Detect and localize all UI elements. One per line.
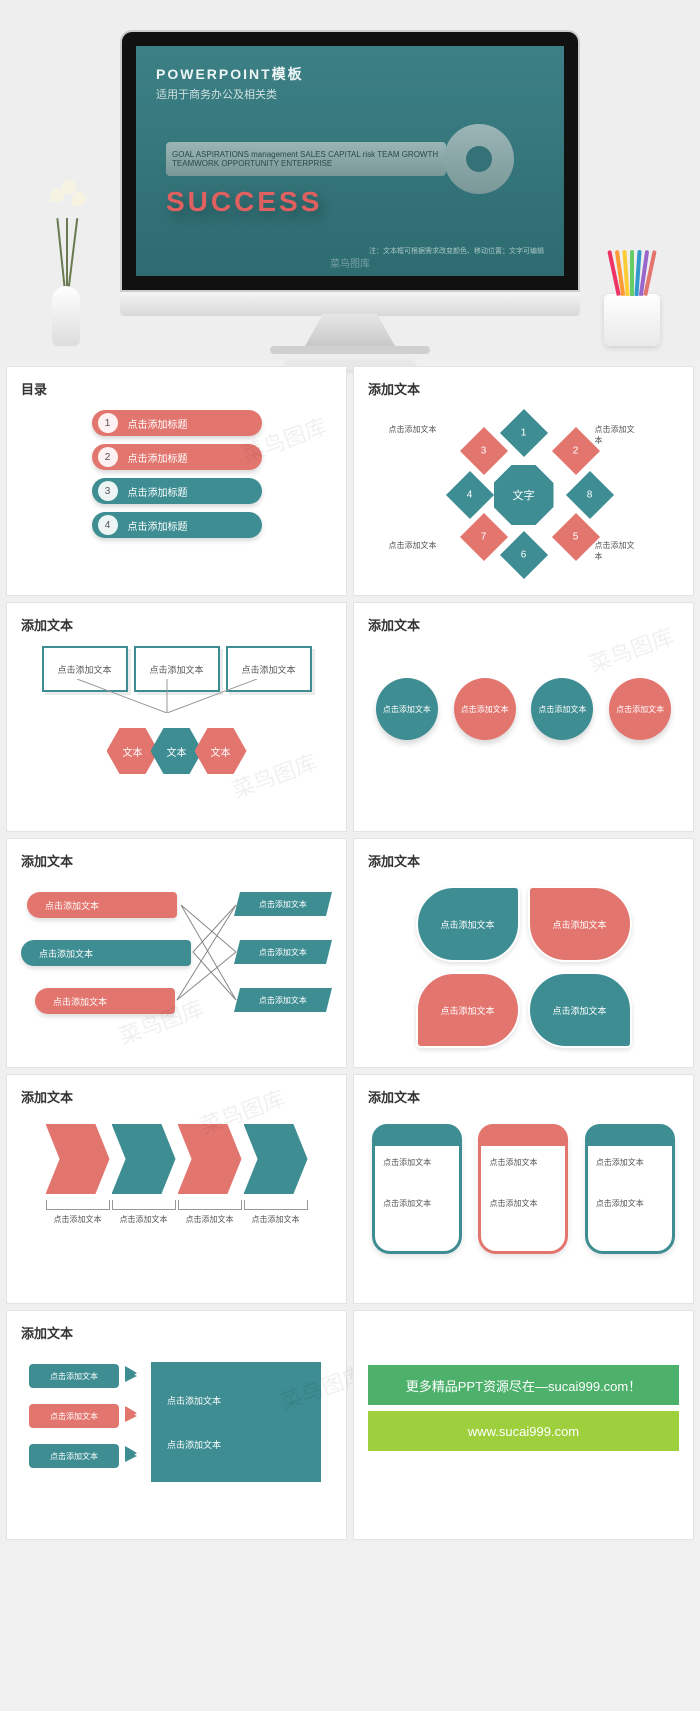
octagon-label: 点击添加文本 — [595, 540, 639, 562]
slide-boxes-hex: 添加文本 点击添加文本点击添加文本点击添加文本 文本文本文本 菜鸟图库 — [6, 602, 347, 832]
slide-arrows: 添加文本 点击添加文本点击添加文本点击添加文本点击添加文本 菜鸟图库 — [6, 1074, 347, 1304]
octagon-node: 2 — [551, 427, 599, 475]
octagon-center: 文字 — [494, 465, 554, 525]
arrow-label: 点击添加文本 — [178, 1214, 242, 1225]
promo-line-2: www.sucai999.com — [368, 1411, 679, 1451]
promo-line-1: 更多精品PPT资源尽在—sucai999.com！ — [368, 1365, 679, 1405]
petal: 点击添加文本 — [528, 886, 632, 962]
flow-target-line: 点击添加文本 — [167, 1394, 305, 1407]
rounded-card: 点击添加文本点击添加文本 — [372, 1124, 462, 1254]
arrow-label: 点击添加文本 — [244, 1214, 308, 1225]
arrow-label: 点击添加文本 — [46, 1214, 110, 1225]
slide-grid: 目录 1点击添加标题2点击添加标题3点击添加标题4点击添加标题 菜鸟图库 添加文… — [0, 360, 700, 1546]
link-target: 点击添加文本 — [234, 940, 332, 964]
slide-flow: 添加文本 点击添加文本 点击添加文本 点击添加文本点击添加文本点击添加文本 菜鸟… — [6, 1310, 347, 1540]
octagon-node: 8 — [565, 471, 613, 519]
link-source: 点击添加文本 — [35, 988, 175, 1014]
flow-target: 点击添加文本 点击添加文本 — [151, 1362, 321, 1482]
toc-item: 1点击添加标题 — [92, 410, 262, 436]
monitor: POWERPOINT模板 适用于商务办公及相关类 GOAL ASPIRATION… — [120, 30, 580, 370]
arrow-step — [112, 1124, 176, 1194]
slide-promo: 更多精品PPT资源尽在—sucai999.com！ www.sucai999.c… — [353, 1310, 694, 1540]
flow-target-line: 点击添加文本 — [167, 1438, 305, 1451]
pencil-cup — [604, 294, 660, 346]
flow-source: 点击添加文本 — [29, 1404, 119, 1428]
slide-title: 添加文本 — [368, 851, 679, 870]
flow-source: 点击添加文本 — [29, 1444, 119, 1468]
connector-lines — [7, 679, 307, 713]
hexagon: 文本 — [195, 728, 247, 774]
cover-title: POWERPOINT模板 — [156, 64, 544, 84]
key-words: GOAL ASPIRATIONS management SALES CAPITA… — [166, 142, 446, 176]
slide-cards: 添加文本 点击添加文本点击添加文本点击添加文本点击添加文本点击添加文本点击添加文… — [353, 1074, 694, 1304]
slide-cross-links: 添加文本 点击添加文本点击添加文本点击添加文本点击添加文本点击添加文本点击添加文… — [6, 838, 347, 1068]
flow-arrow-icon — [125, 1446, 145, 1466]
rounded-card: 点击添加文本点击添加文本 — [478, 1124, 568, 1254]
slide-circles: 添加文本 点击添加文本点击添加文本点击添加文本点击添加文本 菜鸟图库 — [353, 602, 694, 832]
octagon-label: 点击添加文本 — [389, 424, 437, 435]
arrow-step — [46, 1124, 110, 1194]
slide-toc: 目录 1点击添加标题2点击添加标题3点击添加标题4点击添加标题 菜鸟图库 — [6, 366, 347, 596]
link-source: 点击添加文本 — [27, 892, 177, 918]
flow-arrow-icon — [125, 1366, 145, 1386]
slide-title: 目录 — [21, 379, 332, 398]
octagon-label: 点击添加文本 — [595, 424, 639, 446]
toc-item: 4点击添加标题 — [92, 512, 262, 538]
arrow-label: 点击添加文本 — [112, 1214, 176, 1225]
success-text: SUCCESS — [166, 186, 322, 218]
slide-title: 添加文本 — [368, 1087, 679, 1106]
slide-octagon: 添加文本 文字 12345678点击添加文本点击添加文本点击添加文本点击添加文本 — [353, 366, 694, 596]
octagon-node: 4 — [445, 471, 493, 519]
rounded-card: 点击添加文本点击添加文本 — [585, 1124, 675, 1254]
petal: 点击添加文本 — [416, 886, 520, 962]
petal: 点击添加文本 — [528, 972, 632, 1048]
slide-title: 添加文本 — [21, 1087, 332, 1106]
link-target: 点击添加文本 — [234, 988, 332, 1012]
toc-item: 2点击添加标题 — [92, 444, 262, 470]
slide-title: 添加文本 — [21, 851, 332, 870]
flow-source: 点击添加文本 — [29, 1364, 119, 1388]
toc-item: 3点击添加标题 — [92, 478, 262, 504]
slide-title: 添加文本 — [368, 615, 679, 634]
octagon-label: 点击添加文本 — [389, 540, 437, 551]
petal: 点击添加文本 — [416, 972, 520, 1048]
circle-item: 点击添加文本 — [531, 678, 593, 740]
cover-subtitle: 适用于商务办公及相关类 — [156, 86, 544, 102]
circle-item: 点击添加文本 — [376, 678, 438, 740]
slide-title: 添加文本 — [21, 615, 332, 634]
slide-title: 添加文本 — [368, 379, 679, 398]
slide-cover: POWERPOINT模板 适用于商务办公及相关类 GOAL ASPIRATION… — [136, 46, 564, 276]
hero: POWERPOINT模板 适用于商务办公及相关类 GOAL ASPIRATION… — [0, 0, 700, 360]
watermark: 菜鸟图库 — [136, 255, 564, 270]
flow-arrow-icon — [125, 1406, 145, 1426]
arrow-step — [244, 1124, 308, 1194]
key-graphic: GOAL ASPIRATIONS management SALES CAPITA… — [166, 124, 534, 194]
slide-petals: 添加文本 点击添加文本点击添加文本点击添加文本点击添加文本 — [353, 838, 694, 1068]
vase-decor — [36, 186, 96, 346]
slide-title: 添加文本 — [21, 1323, 332, 1342]
octagon-node: 5 — [551, 513, 599, 561]
arrow-step — [178, 1124, 242, 1194]
link-target: 点击添加文本 — [234, 892, 332, 916]
circle-item: 点击添加文本 — [609, 678, 671, 740]
link-source: 点击添加文本 — [21, 940, 191, 966]
circle-item: 点击添加文本 — [454, 678, 516, 740]
